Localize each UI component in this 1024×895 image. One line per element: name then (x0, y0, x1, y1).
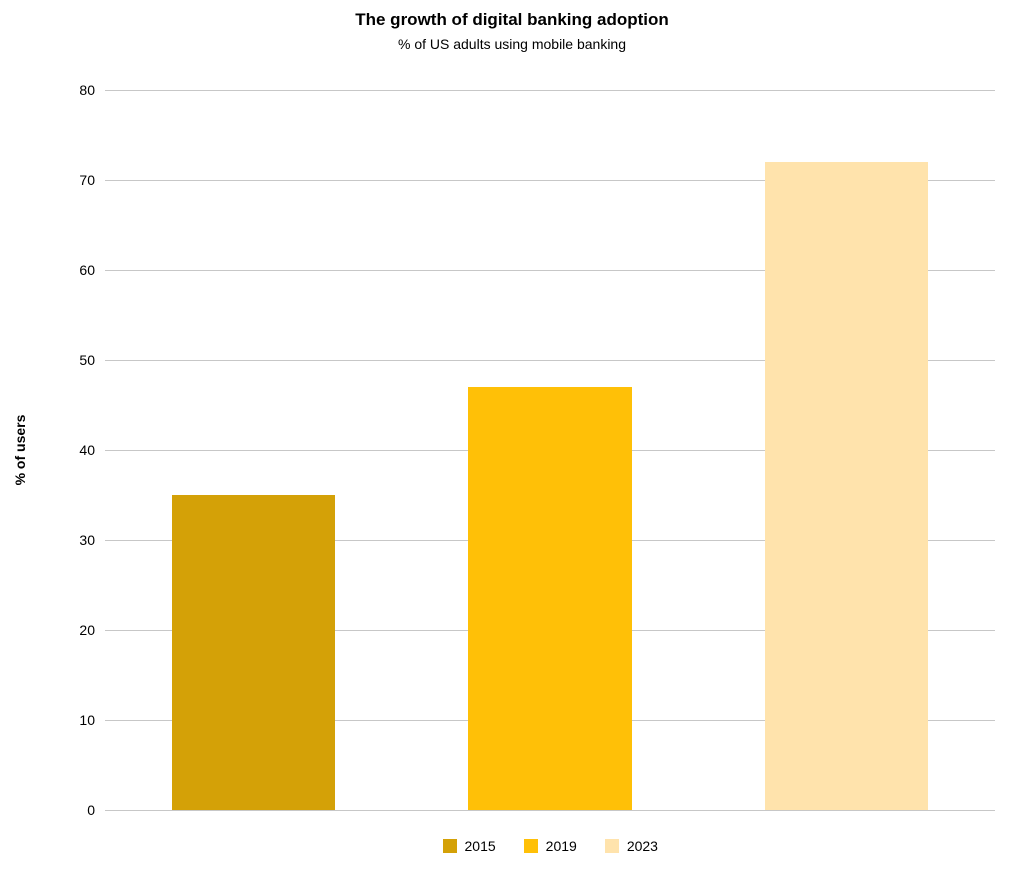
y-tick-label: 50 (79, 352, 95, 368)
gridline (105, 810, 995, 811)
y-tick-label: 0 (87, 802, 95, 818)
chart-title: The growth of digital banking adoption (0, 10, 1024, 30)
legend-item: 2019 (524, 838, 577, 854)
plot-area (105, 90, 995, 810)
legend-label: 2015 (465, 838, 496, 854)
legend-swatch (443, 839, 457, 853)
legend-label: 2023 (627, 838, 658, 854)
legend-swatch (605, 839, 619, 853)
y-tick-label: 30 (79, 532, 95, 548)
bar (765, 162, 928, 810)
y-tick-label: 60 (79, 262, 95, 278)
legend-label: 2019 (546, 838, 577, 854)
gridline (105, 90, 995, 91)
chart-legend: 2015 2019 2023 (443, 838, 658, 854)
chart-subtitle: % of US adults using mobile banking (0, 36, 1024, 52)
bar (468, 387, 631, 810)
y-tick-label: 20 (79, 622, 95, 638)
y-tick-label: 10 (79, 712, 95, 728)
bar-chart: The growth of digital banking adoption %… (0, 0, 1024, 895)
y-axis-title: % of users (12, 415, 28, 486)
y-tick-label: 40 (79, 442, 95, 458)
legend-item: 2023 (605, 838, 658, 854)
y-tick-label: 80 (79, 82, 95, 98)
y-tick-label: 70 (79, 172, 95, 188)
bar (172, 495, 335, 810)
legend-item: 2015 (443, 838, 496, 854)
legend-swatch (524, 839, 538, 853)
